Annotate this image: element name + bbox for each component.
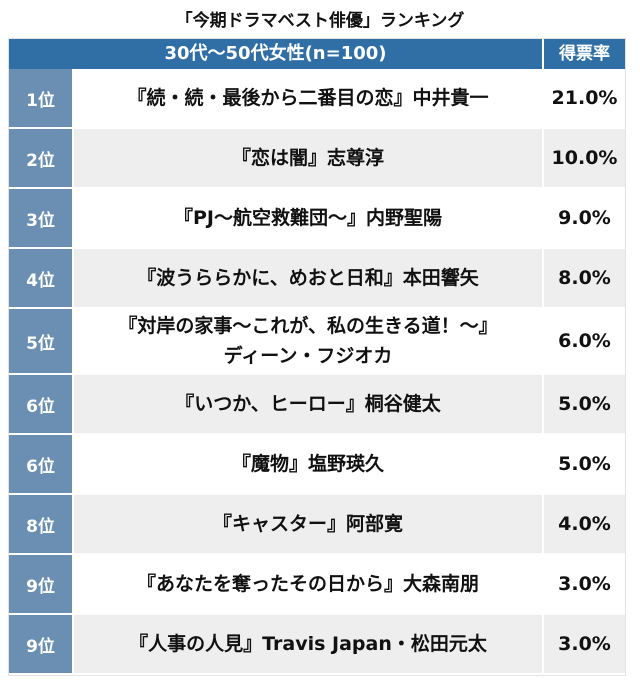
rank-cell: 3位 bbox=[9, 189, 74, 247]
header-divider bbox=[542, 39, 544, 69]
vote-rate-cell: 5.0% bbox=[544, 435, 625, 493]
rank-cell: 6位 bbox=[9, 375, 74, 433]
vote-rate-cell: 10.0% bbox=[544, 129, 625, 187]
actor-drama-cell: 『あなたを奪ったその日から』大森南朋 bbox=[74, 555, 544, 613]
rank-cell: 4位 bbox=[9, 249, 74, 307]
table-row: 6位 『魔物』塩野瑛久 5.0% bbox=[9, 435, 625, 495]
table-row: 8位 『キャスター』阿部寛 4.0% bbox=[9, 495, 625, 555]
vote-rate-cell: 9.0% bbox=[544, 189, 625, 247]
actor-drama-cell: 『いつか、ヒーロー』桐谷健太 bbox=[74, 375, 544, 433]
table-row: 5位 『対岸の家事〜これが、私の生きる道！〜』 ディーン・フジオカ 6.0% bbox=[9, 309, 625, 375]
rank-cell: 2位 bbox=[9, 129, 74, 187]
rank-cell: 6位 bbox=[9, 435, 74, 493]
table-row: 2位 『恋は闇』志尊淳 10.0% bbox=[9, 129, 625, 189]
table-row: 6位 『いつか、ヒーロー』桐谷健太 5.0% bbox=[9, 375, 625, 435]
actor-drama-cell: 『PJ〜航空救難団〜』内野聖陽 bbox=[74, 189, 544, 247]
actor-drama-cell: 『人事の人見』Travis Japan・松田元太 bbox=[74, 615, 544, 673]
table-row: 3位 『PJ〜航空救難団〜』内野聖陽 9.0% bbox=[9, 189, 625, 249]
vote-rate-cell: 5.0% bbox=[544, 375, 625, 433]
header-rate-label: 得票率 bbox=[544, 39, 625, 69]
table-row: 1位 『続・続・最後から二番目の恋』中井貴一 21.0% bbox=[9, 69, 625, 129]
actor-drama-cell: 『キャスター』阿部寛 bbox=[74, 495, 544, 553]
actor-drama-cell: 『対岸の家事〜これが、私の生きる道！〜』 ディーン・フジオカ bbox=[74, 309, 544, 373]
actor-drama-cell: 『恋は闇』志尊淳 bbox=[74, 129, 544, 187]
ranking-table: 30代〜50代女性(n=100) 得票率 1位 『続・続・最後から二番目の恋』中井… bbox=[9, 39, 625, 675]
rank-cell: 8位 bbox=[9, 495, 74, 553]
vote-rate-cell: 3.0% bbox=[544, 615, 625, 673]
table-header: 30代〜50代女性(n=100) 得票率 bbox=[9, 39, 625, 69]
actor-drama-cell: 『続・続・最後から二番目の恋』中井貴一 bbox=[74, 69, 544, 127]
rank-cell: 1位 bbox=[9, 69, 74, 127]
actor-drama-cell: 『波うららかに、めおと日和』本田響矢 bbox=[74, 249, 544, 307]
table-row: 9位 『人事の人見』Travis Japan・松田元太 3.0% bbox=[9, 615, 625, 675]
vote-rate-cell: 4.0% bbox=[544, 495, 625, 553]
vote-rate-cell: 6.0% bbox=[544, 309, 625, 373]
table-row: 4位 『波うららかに、めおと日和』本田響矢 8.0% bbox=[9, 249, 625, 309]
chart-title: 「今期ドラマベスト俳優」ランキング bbox=[175, 11, 465, 31]
actor-drama-cell: 『魔物』塩野瑛久 bbox=[74, 435, 544, 493]
rank-cell: 9位 bbox=[9, 615, 74, 673]
vote-rate-cell: 21.0% bbox=[544, 69, 625, 127]
header-group-label: 30代〜50代女性(n=100) bbox=[9, 39, 542, 69]
rank-cell: 9位 bbox=[9, 555, 74, 613]
table-body: 1位 『続・続・最後から二番目の恋』中井貴一 21.0% 2位 『恋は闇』志尊淳 10.0… bbox=[9, 69, 625, 675]
table-row: 9位 『あなたを奪ったその日から』大森南朋 3.0% bbox=[9, 555, 625, 615]
vote-rate-cell: 3.0% bbox=[544, 555, 625, 613]
vote-rate-cell: 8.0% bbox=[544, 249, 625, 307]
rank-cell: 5位 bbox=[9, 309, 74, 373]
